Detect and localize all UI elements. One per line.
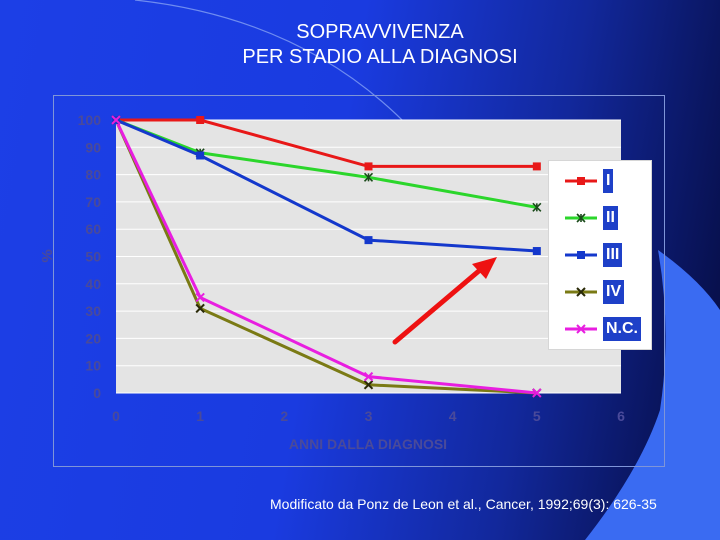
y-tick-label: 80 (85, 167, 101, 183)
x-tick-label: 0 (112, 408, 120, 424)
series-line-N.C. (114, 119, 537, 395)
x-axis-label: ANNI DALLA DIAGNOSI (289, 436, 447, 452)
legend-swatch (565, 177, 597, 185)
point-marker (532, 202, 542, 212)
legend-label: I (603, 169, 614, 193)
point-marker (532, 247, 541, 256)
y-tick-label: 50 (85, 249, 101, 265)
slide-title: SOPRAVVIVENZA PER STADIO ALLA DIAGNOSI (0, 20, 720, 70)
legend-item: N.C. (549, 317, 653, 341)
x-tick-label: 3 (365, 408, 373, 424)
legend-swatch (565, 213, 597, 223)
point-marker (363, 380, 374, 390)
series-line-III (115, 118, 537, 253)
source-citation: Modificato da Ponz de Leon et al., Cance… (270, 496, 657, 512)
x-tick-label: 5 (533, 408, 541, 424)
x-tick-label: 4 (449, 408, 457, 424)
chart-legend: I II III IV N.C. (548, 160, 652, 350)
point-marker (196, 151, 205, 160)
legend-item: IV (549, 280, 653, 304)
point-marker (111, 115, 121, 125)
legend-swatch (565, 251, 597, 259)
y-tick-label: 20 (85, 330, 101, 346)
legend-label: II (603, 206, 618, 230)
point-marker (195, 292, 205, 303)
series-line-I (116, 118, 537, 168)
y-tick-label: 70 (85, 194, 101, 210)
x-tick-label: 6 (617, 408, 625, 424)
legend-label: III (603, 243, 623, 267)
series-markers (111, 115, 542, 398)
point-marker (577, 251, 585, 259)
red-arrow-annotation (392, 257, 497, 345)
x-tick-label: 2 (280, 408, 288, 424)
legend-swatch (565, 287, 597, 297)
point-marker (532, 388, 542, 398)
legend-swatch (565, 324, 597, 334)
legend-item: II (549, 206, 653, 230)
legend-item: I (549, 169, 653, 193)
legend-label: N.C. (603, 317, 641, 341)
y-tick-label: 0 (93, 385, 101, 401)
y-tick-label: 40 (85, 276, 101, 292)
point-marker (532, 162, 541, 171)
point-marker (576, 213, 586, 223)
chart-frame (53, 95, 665, 467)
y-tick-label: 100 (78, 112, 102, 128)
x-tick-labels: 0 1 2 3 4 5 6 (112, 408, 625, 424)
point-marker (364, 236, 373, 245)
point-marker (195, 303, 205, 314)
y-axis-label: % (39, 249, 56, 262)
slide-title-line1: SOPRAVVIVENZA (296, 21, 464, 43)
y-tick-labels: 0 10 20 30 40 50 60 70 80 90 100 (78, 112, 102, 401)
y-tick-label: 10 (85, 358, 101, 374)
y-tick-label: 30 (85, 303, 101, 319)
point-marker (577, 177, 585, 185)
y-tick-label: 60 (85, 221, 101, 237)
legend-item: III (549, 243, 653, 267)
point-marker (196, 116, 205, 124)
y-tick-label: 90 (85, 139, 101, 155)
point-marker (363, 172, 374, 182)
point-marker (576, 287, 586, 297)
series-lines (114, 118, 538, 395)
x-tick-label: 1 (196, 408, 204, 424)
point-marker (363, 371, 374, 382)
point-marker (576, 324, 586, 334)
point-marker (364, 162, 373, 171)
series-line-IV (114, 119, 537, 395)
slide-title-line2: PER STADIO ALLA DIAGNOSI (242, 46, 518, 68)
legend-label: IV (603, 280, 625, 304)
